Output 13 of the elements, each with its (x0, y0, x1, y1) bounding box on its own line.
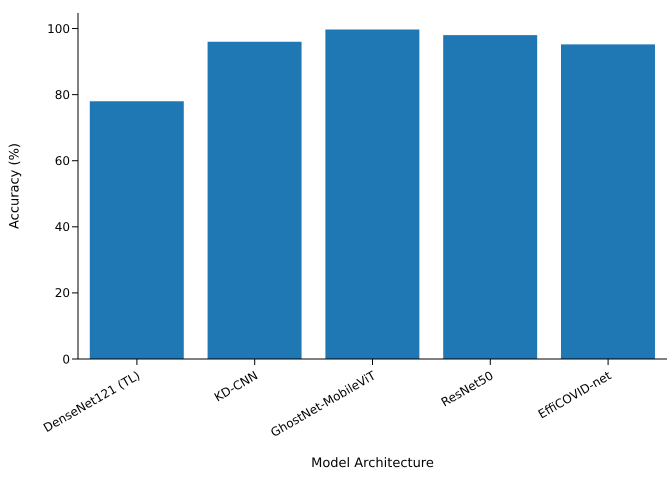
y-tick-label: 20 (54, 286, 70, 300)
y-tick-label: 40 (54, 220, 70, 234)
y-tick-label: 60 (54, 154, 70, 168)
bar (90, 101, 184, 359)
y-tick-label: 0 (62, 352, 70, 366)
y-tick-label: 100 (47, 22, 70, 36)
bar (443, 35, 538, 359)
bar (325, 30, 420, 359)
bar (560, 44, 655, 359)
y-axis-title: Accuracy (%) (8, 143, 23, 229)
y-tick-label: 80 (54, 88, 70, 102)
bar (208, 42, 302, 359)
x-axis-title: Model Architecture (311, 456, 434, 471)
